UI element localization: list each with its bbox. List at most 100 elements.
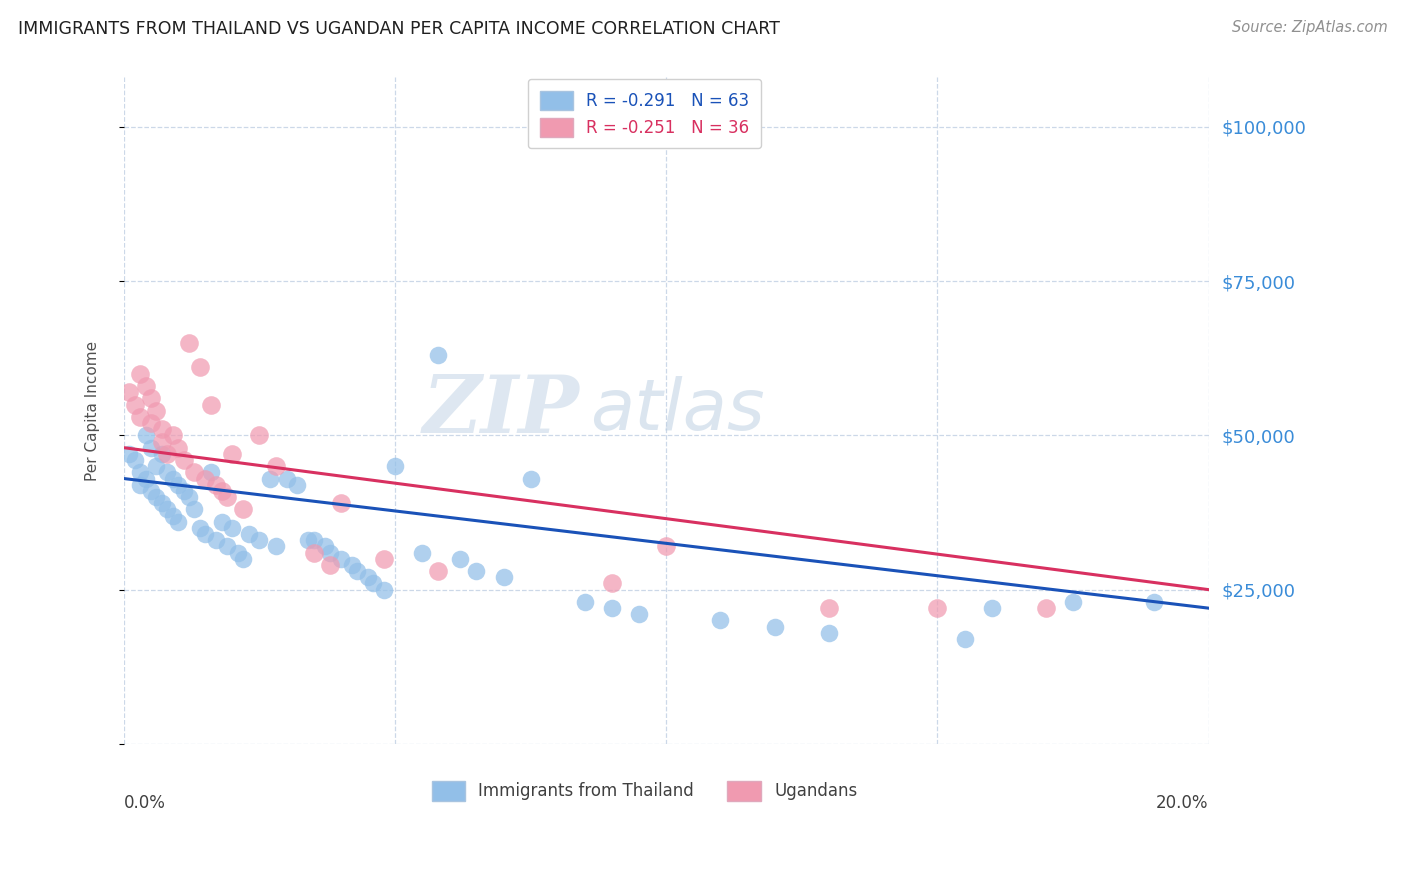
Point [173,483,195,498]
Point [145,459,167,474]
Point [319,546,342,560]
Point [200,397,222,411]
Point [763,620,786,634]
Point [194,471,217,485]
Point [129,409,152,424]
Point [135,471,157,485]
Point [980,601,1002,615]
Point [221,521,243,535]
Point [156,466,179,480]
Point [709,614,731,628]
Point [492,570,515,584]
Point [118,447,141,461]
Point [211,515,233,529]
Text: atlas: atlas [591,376,765,445]
Point [384,459,406,474]
Text: IMMIGRANTS FROM THAILAND VS UGANDAN PER CAPITA INCOME CORRELATION CHART: IMMIGRANTS FROM THAILAND VS UGANDAN PER … [18,20,780,37]
Point [1035,601,1057,615]
Point [188,360,211,375]
Point [145,490,167,504]
Point [188,521,211,535]
Point [139,416,162,430]
Point [145,403,167,417]
Point [129,466,152,480]
Point [150,447,173,461]
Point [135,428,157,442]
Point [129,477,152,491]
Point [297,533,319,548]
Point [194,527,217,541]
Point [249,533,271,548]
Point [427,564,450,578]
Point [287,477,309,491]
Point [118,385,141,400]
Point [329,496,352,510]
Point [363,576,385,591]
Point [340,558,363,572]
Point [139,392,162,406]
Point [150,434,173,449]
Point [162,508,184,523]
Point [264,459,287,474]
Point [139,483,162,498]
Point [139,441,162,455]
Point [465,564,488,578]
Point [221,447,243,461]
Point [818,625,841,640]
Point [373,582,395,597]
Point [232,551,254,566]
Point [124,453,146,467]
Point [655,540,678,554]
Point [177,335,200,350]
Point [156,447,179,461]
Point [818,601,841,615]
Point [167,515,190,529]
Point [183,502,205,516]
Point [600,601,623,615]
Point [205,477,228,491]
Point [346,564,368,578]
Point [177,490,200,504]
Point [628,607,651,622]
Point [200,466,222,480]
Point [1062,595,1084,609]
Point [264,540,287,554]
Point [215,490,238,504]
Legend: Immigrants from Thailand, Ugandans: Immigrants from Thailand, Ugandans [420,770,869,813]
Point [135,379,157,393]
Point [173,453,195,467]
Point [124,397,146,411]
Point [205,533,228,548]
Point [319,558,342,572]
Point [232,502,254,516]
Point [276,471,298,485]
Point [211,483,233,498]
Point [215,540,238,554]
Point [373,551,395,566]
Text: 20.0%: 20.0% [1156,794,1209,812]
Point [302,546,325,560]
Y-axis label: Per Capita Income: Per Capita Income [86,341,100,481]
Point [357,570,380,584]
Point [156,502,179,516]
Point [162,428,184,442]
Point [600,576,623,591]
Text: 0.0%: 0.0% [124,794,166,812]
Point [449,551,471,566]
Point [238,527,260,541]
Point [162,471,184,485]
Point [1143,595,1166,609]
Text: ZIP: ZIP [423,372,579,450]
Point [427,348,450,362]
Point [953,632,976,646]
Point [519,471,541,485]
Text: Source: ZipAtlas.com: Source: ZipAtlas.com [1232,20,1388,35]
Point [249,428,271,442]
Point [927,601,949,615]
Point [226,546,249,560]
Point [314,540,336,554]
Point [183,466,205,480]
Point [329,551,352,566]
Point [259,471,281,485]
Point [411,546,433,560]
